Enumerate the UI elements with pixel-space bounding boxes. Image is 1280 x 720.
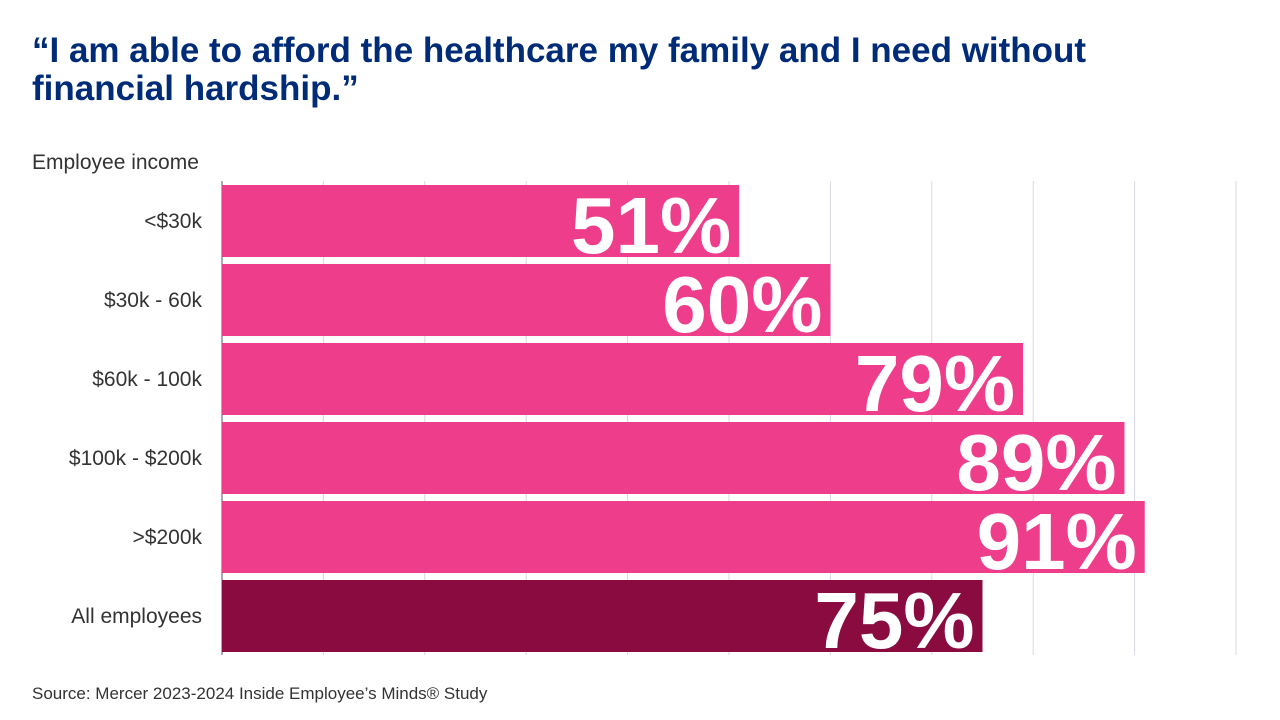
chart-title: “I am able to afford the healthcare my f… — [32, 31, 1087, 108]
category-label: $100k - $200k — [69, 447, 203, 470]
y-axis-label: Employee income — [32, 151, 199, 174]
data-label: 51% — [571, 181, 731, 270]
bar — [222, 580, 983, 652]
category-label: >$200k — [133, 526, 203, 549]
category-label: $30k - 60k — [104, 289, 203, 312]
source-note: Source: Mercer 2023-2024 Inside Employee… — [32, 684, 488, 703]
category-label: $60k - 100k — [92, 368, 202, 391]
data-label: 79% — [855, 339, 1015, 428]
data-label: 89% — [956, 418, 1116, 507]
bar — [222, 185, 740, 257]
bar — [222, 422, 1125, 494]
category-label: All employees — [71, 605, 202, 628]
data-label: 60% — [662, 260, 822, 349]
category-label: <$30k — [144, 210, 202, 233]
bar — [222, 264, 831, 336]
data-label: 75% — [814, 576, 974, 665]
data-label: 91% — [977, 497, 1137, 586]
bar — [222, 501, 1145, 573]
bar — [222, 343, 1024, 415]
